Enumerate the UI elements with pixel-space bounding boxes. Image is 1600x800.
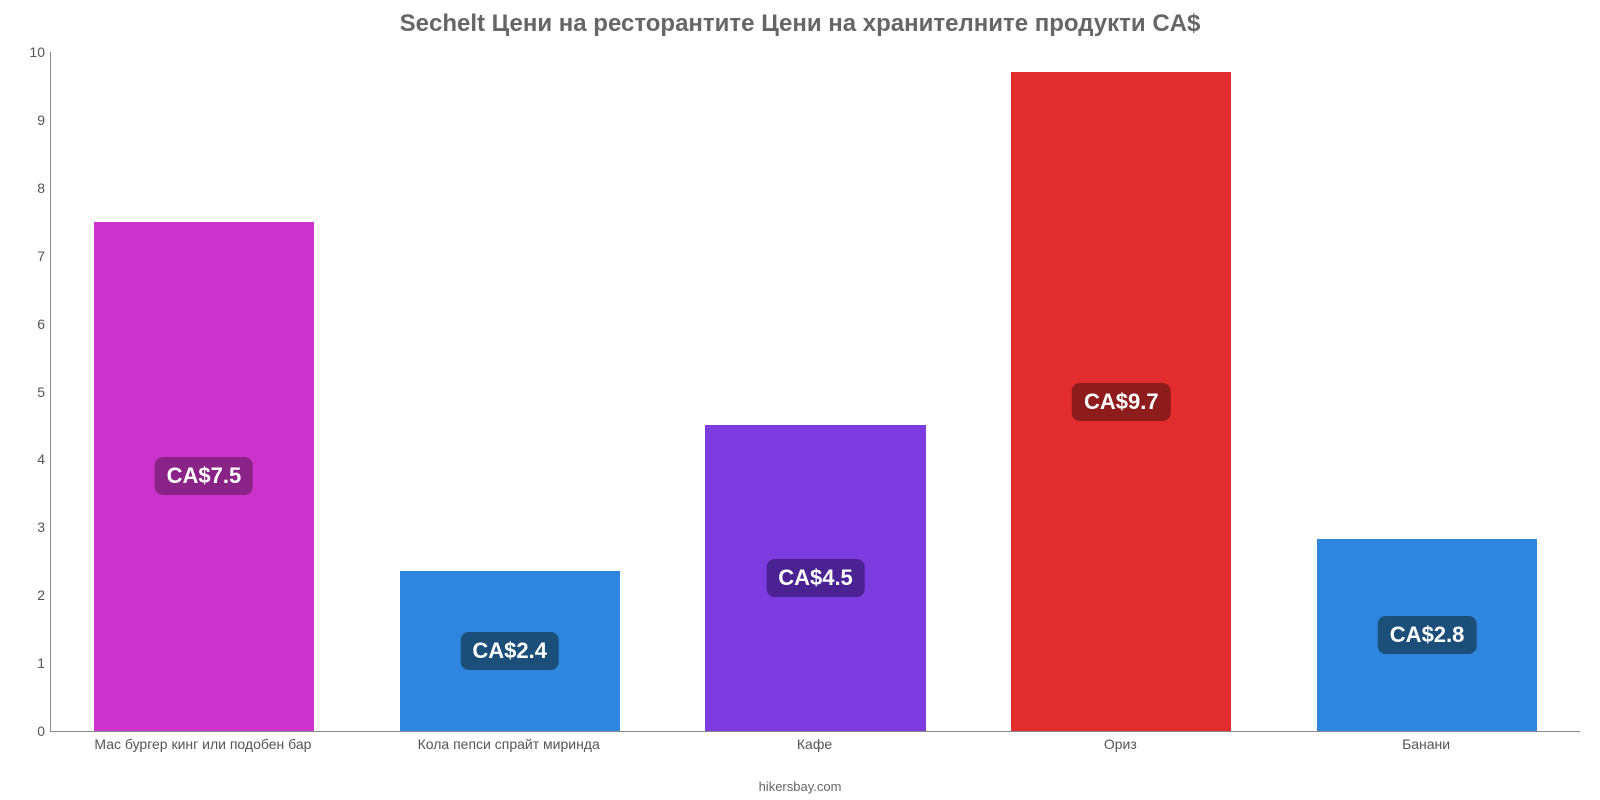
x-category-label: Кафе bbox=[797, 736, 832, 752]
y-tick-label: 4 bbox=[17, 451, 45, 467]
plot-area: 012345678910CA$7.5CA$2.4CA$4.5CA$9.7CA$2… bbox=[50, 52, 1580, 732]
y-tick-label: 8 bbox=[17, 180, 45, 196]
bar-value-label: CA$9.7 bbox=[1072, 383, 1171, 421]
bar-value-label: CA$2.4 bbox=[460, 632, 559, 670]
x-category-label: Кола пепси спрайт миринда bbox=[418, 736, 600, 752]
y-tick-label: 6 bbox=[17, 316, 45, 332]
y-tick-label: 1 bbox=[17, 655, 45, 671]
y-tick-label: 0 bbox=[17, 723, 45, 739]
y-tick-label: 5 bbox=[17, 384, 45, 400]
bar-value-label: CA$2.8 bbox=[1378, 616, 1477, 654]
y-tick-label: 9 bbox=[17, 112, 45, 128]
y-tick-label: 7 bbox=[17, 248, 45, 264]
attribution-text: hikersbay.com bbox=[0, 779, 1600, 794]
x-category-label: Ориз bbox=[1104, 736, 1137, 752]
x-category-label: Мас бургер кинг или подобен бар bbox=[94, 736, 311, 752]
bar-chart: Sechelt Цени на ресторантите Цени на хра… bbox=[0, 0, 1600, 800]
bar-value-label: CA$4.5 bbox=[766, 559, 865, 597]
y-tick-label: 2 bbox=[17, 587, 45, 603]
bar-value-label: CA$7.5 bbox=[155, 457, 254, 495]
chart-title: Sechelt Цени на ресторантите Цени на хра… bbox=[0, 0, 1600, 39]
x-category-label: Банани bbox=[1402, 736, 1450, 752]
y-tick-label: 10 bbox=[17, 44, 45, 60]
y-tick-label: 3 bbox=[17, 519, 45, 535]
